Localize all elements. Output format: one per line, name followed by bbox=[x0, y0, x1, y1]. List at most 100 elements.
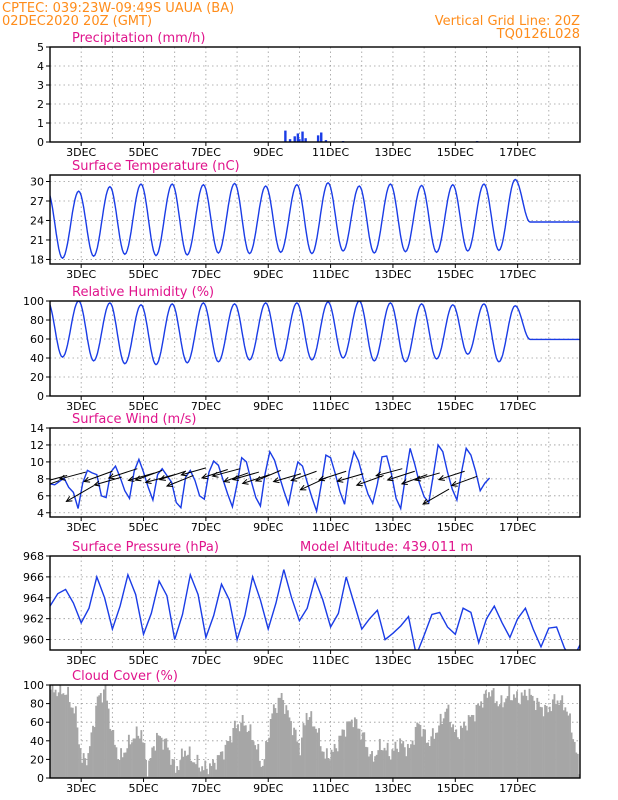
cloud-bar bbox=[185, 755, 188, 778]
cloud-bar bbox=[360, 739, 363, 778]
cloud-bar bbox=[103, 689, 105, 778]
x-tick-label: 9DEC bbox=[253, 400, 283, 413]
cloud-bar bbox=[174, 772, 177, 778]
cloud-bar bbox=[276, 712, 278, 778]
cloud-bar bbox=[394, 741, 397, 778]
wind-arrow-head bbox=[93, 480, 101, 487]
cloud-bar bbox=[463, 721, 465, 778]
panel-frame bbox=[49, 174, 581, 265]
cloud-bar bbox=[528, 688, 531, 778]
cloud-bar bbox=[141, 742, 144, 778]
cloud-bar bbox=[449, 721, 451, 778]
wind-arrow-head bbox=[318, 475, 326, 482]
cloud-bar bbox=[391, 749, 394, 778]
header-run-time: 02DEC2020 20Z (GMT) bbox=[2, 14, 152, 29]
cloud-bar bbox=[199, 771, 202, 778]
cloud-bar bbox=[344, 736, 347, 778]
cloud-bar bbox=[90, 732, 93, 778]
cloud-bar bbox=[483, 693, 486, 778]
cloud-bar bbox=[207, 774, 210, 778]
wind-arrow-shaft bbox=[94, 476, 122, 486]
cloud-bar bbox=[154, 750, 157, 778]
cloud-bar bbox=[436, 732, 439, 778]
cloud-bar bbox=[559, 700, 562, 778]
cloud-bar bbox=[544, 704, 547, 778]
cloud-bar bbox=[316, 732, 319, 778]
cloud-bar bbox=[442, 718, 445, 778]
cloud-bar bbox=[369, 754, 372, 778]
cloud-bar bbox=[271, 713, 274, 778]
wind-arrow-shaft bbox=[401, 474, 428, 485]
cloud-bar bbox=[68, 702, 71, 778]
cloud-bar bbox=[297, 742, 300, 778]
cloud-bar bbox=[371, 751, 373, 778]
cloud-bar bbox=[288, 717, 291, 778]
cloud-bar bbox=[96, 696, 99, 778]
header-model: TQ0126L028 bbox=[496, 27, 580, 42]
cloud-bar bbox=[60, 694, 63, 778]
cloud-bar bbox=[495, 701, 498, 778]
wind-arrow-head bbox=[127, 476, 135, 482]
cloud-bar bbox=[67, 686, 70, 778]
series-line bbox=[50, 443, 491, 514]
cloud-bar bbox=[156, 732, 158, 778]
cloud-bar bbox=[514, 697, 517, 778]
cloud-bar bbox=[251, 739, 253, 778]
cloud-bar bbox=[307, 719, 310, 778]
wind-arrow-shaft bbox=[59, 471, 86, 480]
cloud-bar bbox=[160, 737, 163, 778]
cloud-bar bbox=[318, 728, 320, 778]
cloud-bar bbox=[576, 753, 579, 778]
cloud-bar bbox=[382, 750, 384, 778]
cloud-bar bbox=[388, 756, 391, 778]
cloud-bar bbox=[88, 746, 91, 778]
cloud-bar bbox=[260, 766, 263, 778]
x-tick-label: 3DEC bbox=[66, 782, 96, 795]
cloud-bar bbox=[505, 698, 508, 778]
cloud-bar bbox=[459, 725, 462, 778]
x-tick-label: 15DEC bbox=[437, 782, 474, 795]
cloud-bar bbox=[380, 750, 383, 778]
cloud-bar bbox=[414, 726, 417, 778]
wind-arrow-shaft bbox=[50, 480, 60, 485]
x-tick-label: 13DEC bbox=[374, 268, 411, 281]
cloud-bar bbox=[265, 741, 267, 778]
precip-bar bbox=[304, 138, 307, 142]
cloud-bar bbox=[444, 711, 447, 778]
cloud-bar bbox=[353, 717, 356, 778]
cloud-bar bbox=[209, 763, 211, 778]
cloud-bar bbox=[438, 725, 441, 778]
x-tick-label: 11DEC bbox=[312, 400, 349, 413]
cloud-bar bbox=[238, 731, 241, 778]
precip-bar bbox=[324, 140, 328, 142]
cloud-bar bbox=[110, 730, 113, 778]
panel-frame bbox=[49, 427, 581, 518]
cloud-bar bbox=[177, 770, 180, 778]
cloud-bar bbox=[548, 706, 551, 778]
x-tick-label: 13DEC bbox=[374, 782, 411, 795]
y-tick-label: 962 bbox=[23, 613, 44, 626]
x-tick-label: 9DEC bbox=[253, 268, 283, 281]
x-tick-label: 15DEC bbox=[437, 268, 474, 281]
cloud-bar bbox=[117, 759, 119, 778]
cloud-bar bbox=[235, 728, 238, 778]
cloud-bar bbox=[539, 706, 542, 778]
x-tick-label: 17DEC bbox=[499, 782, 536, 795]
x-tick-label: 11DEC bbox=[312, 782, 349, 795]
cloud-bar bbox=[266, 742, 269, 778]
y-tick-label: 4 bbox=[37, 507, 44, 520]
y-tick-label: 80 bbox=[30, 698, 44, 711]
cloud-bar bbox=[519, 704, 522, 778]
cloud-bar bbox=[572, 739, 575, 778]
cloud-bar bbox=[286, 710, 289, 778]
cloud-bar bbox=[212, 759, 214, 778]
cloud-bar bbox=[254, 745, 257, 778]
cloud-bar bbox=[296, 741, 299, 778]
cloud-bar bbox=[54, 689, 57, 778]
cloud-bar bbox=[74, 706, 77, 778]
plot-area-cloud bbox=[50, 685, 580, 778]
wind-arrow-head bbox=[375, 471, 383, 478]
cloud-bar bbox=[374, 756, 377, 778]
cloud-bar bbox=[452, 724, 455, 778]
